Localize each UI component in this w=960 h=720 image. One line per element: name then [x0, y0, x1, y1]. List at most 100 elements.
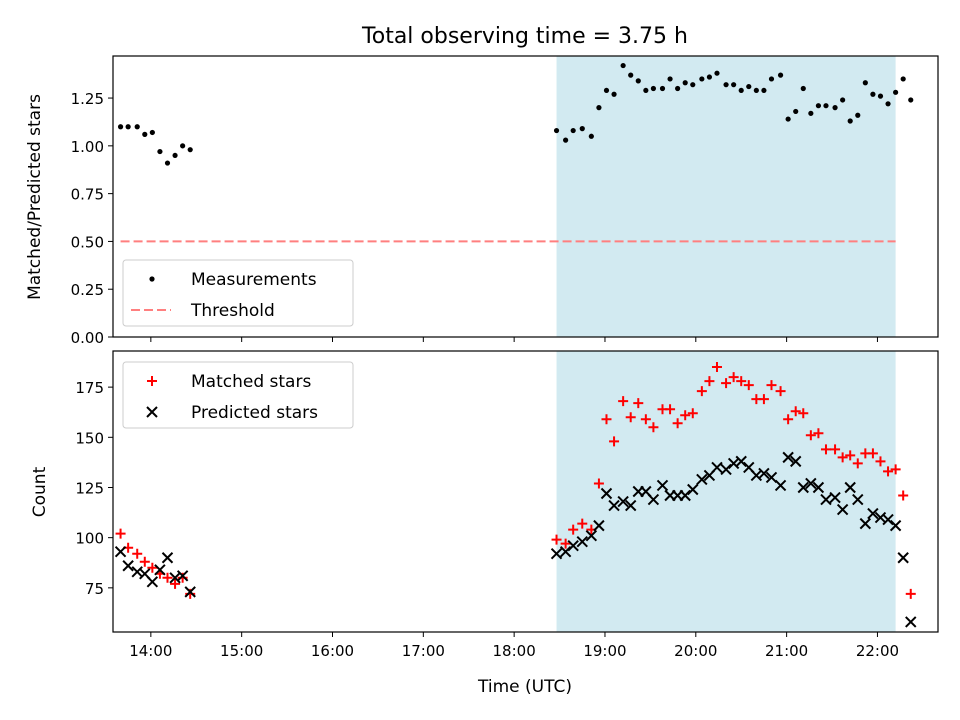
predicted-star-point — [812, 481, 825, 494]
predicted-star-point — [184, 586, 196, 598]
measurement-point — [815, 103, 822, 109]
measurement-point — [628, 72, 634, 78]
measurement-point — [785, 116, 791, 122]
measurement-point — [768, 76, 775, 82]
x-tick-label: 20:00 — [674, 642, 717, 660]
predicted-star-point — [782, 451, 794, 464]
measurement-point — [823, 103, 829, 109]
predicted-star-point — [844, 481, 856, 494]
bottom-y-axis-label: Count — [30, 466, 50, 517]
y-tick-label: 150 — [75, 429, 104, 447]
matched-star-point — [805, 430, 816, 441]
predicted-star-point — [836, 503, 849, 516]
matched-star-point — [551, 534, 562, 545]
predicted-star-point — [905, 616, 917, 628]
matched-star-point — [601, 414, 612, 425]
x-tick-label: 14:00 — [129, 642, 172, 660]
measurement-point — [553, 127, 560, 134]
legend-label: Measurements — [191, 270, 317, 290]
matched-star-point — [665, 404, 676, 415]
matched-star-point — [736, 376, 747, 387]
y-tick-label: 75 — [85, 580, 104, 598]
measurement-point — [149, 129, 155, 136]
legend-marker-x — [146, 406, 158, 418]
matched-star-point — [890, 464, 901, 475]
chart-title: Total observing time = 3.75 h — [361, 24, 688, 49]
measurement-point — [635, 78, 641, 84]
measurement-point — [596, 105, 602, 111]
measurement-point — [180, 143, 186, 149]
y-tick-label: 175 — [75, 379, 104, 397]
legend-label: Predicted stars — [191, 403, 318, 423]
measurement-point — [563, 137, 569, 143]
measurement-point — [862, 80, 868, 86]
predicted-star-point — [805, 477, 817, 490]
matched-star-point — [618, 396, 629, 407]
measurement-point — [650, 85, 657, 92]
predicted-star-point — [559, 546, 572, 558]
matched-star-point — [609, 436, 620, 447]
x-tick-label: 17:00 — [402, 642, 445, 660]
predicted-star-point — [735, 455, 747, 468]
matched-star-point — [830, 444, 841, 455]
observing-window-span — [556, 56, 896, 337]
predicted-star-point — [765, 471, 778, 484]
top-plot-panel: 0.00 0.25 0.50 0.75 1.00 1.25 Measurements Thre… — [71, 55, 939, 347]
matched-star-point — [640, 414, 651, 425]
predicted-star-point — [585, 529, 598, 542]
measurement-point — [125, 124, 131, 130]
y-tick-label: 100 — [75, 530, 104, 548]
y-tick-label: 0.25 — [71, 281, 104, 299]
matched-star-point — [743, 380, 754, 391]
predicted-star-point — [122, 560, 134, 572]
measurement-point — [731, 82, 737, 88]
measurement-point — [893, 89, 899, 95]
predicted-star-point — [656, 479, 669, 492]
matched-star-point — [568, 524, 579, 535]
bottom-plot-panel: 75 100 125 150 175 14:00 15:00 16:00 17:00 18:00 1… — [75, 350, 939, 660]
y-tick-label: 0.75 — [71, 186, 104, 204]
matched-star-point — [170, 578, 181, 589]
matched-star-point — [115, 528, 126, 539]
legend-marker-dot — [149, 276, 155, 282]
matched-star-point — [798, 408, 809, 419]
matched-star-point — [593, 478, 604, 489]
measurement-point — [847, 118, 853, 124]
matched-star-point — [758, 394, 769, 405]
measurement-point — [800, 85, 806, 92]
predicted-star-point — [696, 473, 708, 486]
x-tick-label: 22:00 — [856, 642, 899, 660]
y-tick-label: 0.50 — [71, 233, 104, 251]
measurement-point — [164, 160, 171, 166]
measurement-point — [142, 131, 148, 137]
matched-star-point — [852, 458, 863, 469]
measurement-point — [620, 62, 626, 69]
measurement-point — [675, 85, 681, 92]
measurement-point — [793, 108, 799, 115]
matched-star-point — [577, 518, 588, 529]
matched-star-point — [905, 588, 916, 599]
measurement-point — [723, 82, 729, 88]
predicted-star-point — [176, 570, 189, 582]
measurement-point — [753, 87, 759, 94]
matched-star-point — [704, 376, 715, 387]
matched-star-point — [766, 380, 777, 391]
matched-star-point — [783, 414, 794, 425]
matched-star-point — [867, 448, 878, 459]
measurement-point — [808, 110, 814, 116]
measurement-point — [706, 74, 713, 80]
matched-star-point — [898, 490, 909, 501]
y-tick-label: 125 — [75, 479, 104, 497]
measurement-point — [157, 148, 163, 155]
predicted-star-point — [867, 507, 879, 520]
x-tick-label: 19:00 — [583, 642, 626, 660]
measurement-point — [870, 91, 876, 97]
measurement-point — [855, 112, 861, 118]
measurement-point — [885, 101, 891, 107]
y-tick-label: 0.00 — [71, 329, 104, 347]
matched-star-point — [680, 410, 691, 421]
matched-star-point — [813, 428, 824, 439]
predicted-star-point — [852, 493, 864, 506]
x-axis-label: Time (UTC) — [477, 677, 572, 697]
predicted-star-point — [797, 481, 809, 494]
